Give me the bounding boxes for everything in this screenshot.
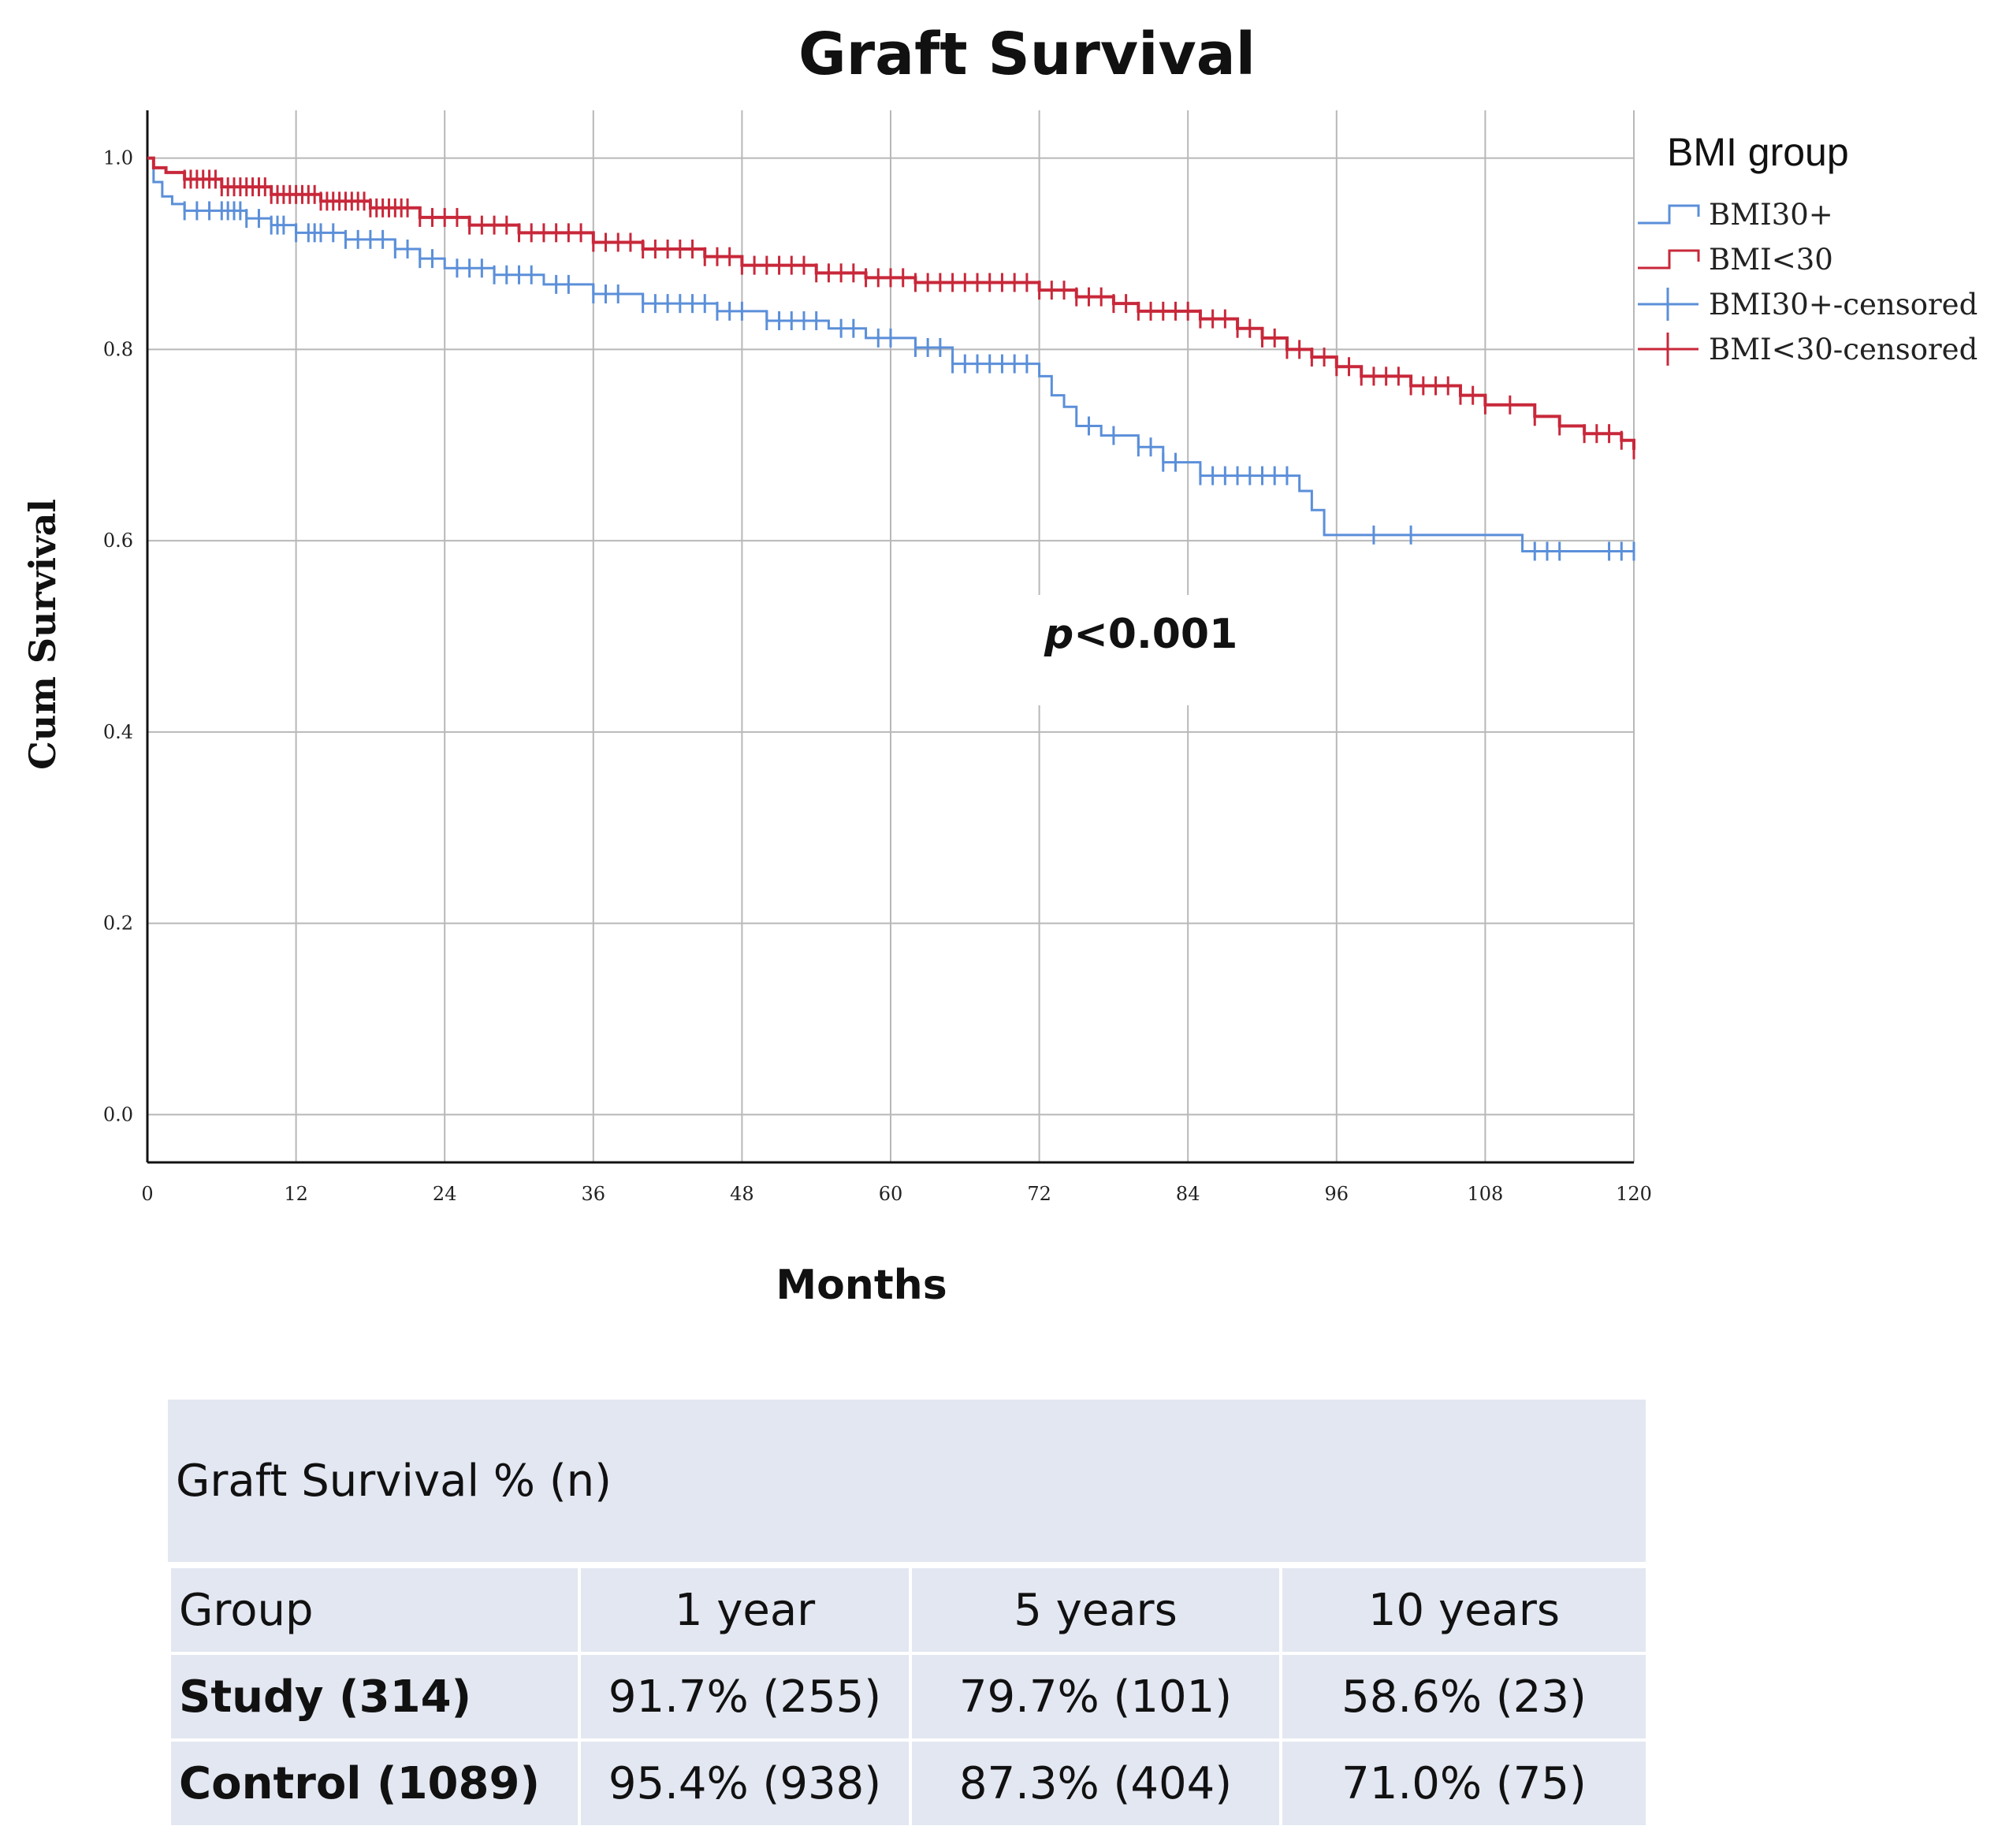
axes (146, 110, 1634, 1164)
x-tick-label: 48 (730, 1183, 754, 1205)
x-tick-label: 24 (433, 1183, 457, 1205)
y-tick-label: 0.8 (103, 338, 133, 360)
series (147, 156, 1635, 561)
x-tick-label: 120 (1616, 1183, 1652, 1205)
summary-table-panel: Graft Survival % (n) Group 1 year 5 year… (168, 1400, 1649, 1828)
header-1-year: 1 year (578, 1565, 912, 1655)
x-tick-label: 84 (1176, 1183, 1200, 1205)
p-value-background (1032, 595, 1332, 705)
table-caption: Graft Survival % (n) (168, 1400, 1646, 1565)
legend: BMI group BMI30+ BMI<30 BMI30+-censored BMI… (1638, 130, 1978, 366)
x-tick-label: 0 (141, 1183, 153, 1205)
legend-swatch-step (1638, 249, 1700, 270)
p-value-annotation: p<0.001 (1044, 611, 1237, 658)
table-row: Control (1089) 95.4% (938) 87.3% (404) 7… (168, 1738, 1649, 1828)
header-group: Group (168, 1565, 581, 1655)
x-tick-label: 108 (1467, 1183, 1503, 1205)
y-tick-label: 1.0 (103, 147, 133, 169)
x-tick-label: 96 (1325, 1183, 1349, 1205)
x-axis-label: Months (776, 1262, 947, 1309)
x-tick-label: 72 (1027, 1183, 1051, 1205)
table-header-row: Group 1 year 5 years 10 years (168, 1565, 1649, 1655)
study-1-year: 91.7% (255) (578, 1652, 912, 1742)
study-10-years: 58.6% (23) (1279, 1652, 1649, 1742)
x-tick-label: 12 (284, 1183, 308, 1205)
grid (147, 110, 1635, 1162)
p-value-text: <0.001 (1073, 611, 1237, 658)
table-row: Study (314) 91.7% (255) 79.7% (101) 58.6… (168, 1652, 1649, 1742)
y-tick-label: 0.4 (103, 721, 133, 743)
legend-item-label: BMI<30-censored (1709, 333, 1978, 366)
legend-swatch-step (1638, 204, 1700, 225)
control-10-years: 71.0% (75) (1279, 1738, 1649, 1828)
header-5-years: 5 years (909, 1565, 1282, 1655)
legend-item-label: BMI<30 (1709, 243, 1833, 277)
legend-item-label: BMI30+-censored (1709, 288, 1978, 322)
y-axis-label: Cum Survival (21, 499, 64, 770)
x-tick-label: 60 (879, 1183, 903, 1205)
control-5-years: 87.3% (404) (909, 1738, 1282, 1828)
p-value-prefix: p (1044, 611, 1073, 658)
control-1-year: 95.4% (938) (578, 1738, 912, 1828)
x-tick-label: 36 (582, 1183, 606, 1205)
legend-title: BMI group (1667, 130, 1849, 174)
survival-chart: Graft Survival 0 12 24 36 48 60 72 84 96 108 120 0.… (21, 20, 1978, 1309)
y-tick-label: 0.2 (103, 913, 133, 935)
y-tick-label: 0.6 (103, 530, 133, 552)
row-group-control: Control (1089) (168, 1738, 581, 1828)
row-group-study: Study (314) (168, 1652, 581, 1742)
survival-table: Group 1 year 5 years 10 years Study (314… (168, 1565, 1649, 1828)
legend-item-label: BMI30+ (1709, 198, 1833, 232)
chart-title: Graft Survival (798, 20, 1256, 88)
header-10-years: 10 years (1279, 1565, 1649, 1655)
y-tick-label: 0.0 (103, 1103, 133, 1125)
tick-labels: 0 12 24 36 48 60 72 84 96 108 120 0.0 0.2 0.4 0.6 0.8 1.… (103, 147, 1652, 1205)
study-5-years: 79.7% (101) (909, 1652, 1282, 1742)
